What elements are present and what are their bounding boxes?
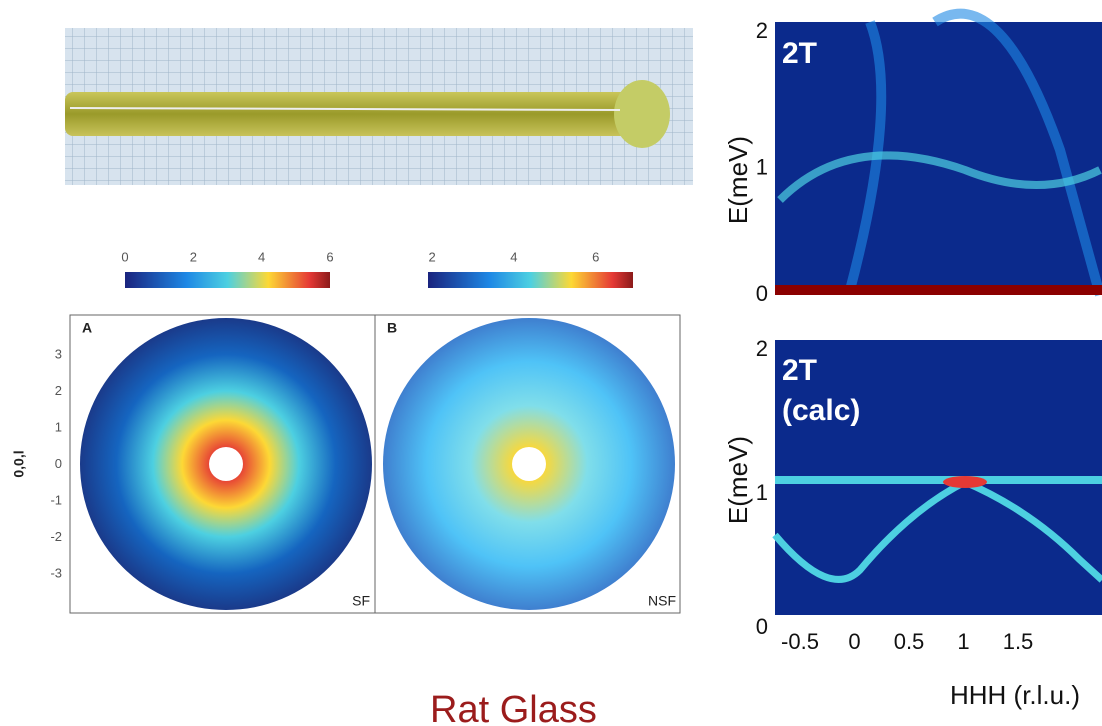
colorbar-tick: 0 bbox=[121, 249, 128, 264]
x-tick-label: 0.5 bbox=[894, 629, 925, 654]
x-tick-label: -0.5 bbox=[781, 629, 819, 654]
elastic-line bbox=[775, 285, 1102, 295]
y-tick-label: 2 bbox=[756, 336, 768, 361]
y-tick-label: -1 bbox=[50, 492, 62, 507]
calc-note: (calc) bbox=[782, 394, 860, 427]
colorbar bbox=[428, 272, 633, 288]
colorbar-tick: 2 bbox=[190, 249, 197, 264]
y-axis-label: E(meV) bbox=[723, 436, 753, 524]
figure: A B SF NSF 0,0,l 2T 2T (calc) E(meV) E(m… bbox=[0, 0, 1102, 726]
rod-end bbox=[614, 80, 670, 148]
x-tick-label: 0 bbox=[848, 629, 860, 654]
y-tick-label: 1 bbox=[55, 419, 62, 434]
y-axis-label: E(meV) bbox=[723, 136, 753, 224]
colorbar-tick: 4 bbox=[510, 249, 517, 264]
beam-stop bbox=[512, 447, 546, 481]
y-tick-label: 0 bbox=[756, 281, 768, 306]
y-tick-label: 2 bbox=[756, 18, 768, 43]
y-tick-label: 0 bbox=[756, 614, 768, 639]
x-tick-label: 1.5 bbox=[1003, 629, 1034, 654]
y-tick-label: 3 bbox=[55, 346, 62, 361]
x-tick-label: 1 bbox=[957, 629, 969, 654]
y-tick-label: -3 bbox=[50, 565, 62, 580]
y-tick-label: 2 bbox=[55, 383, 62, 398]
field-label: 2T bbox=[782, 354, 817, 387]
colorbar-tick: 2 bbox=[428, 249, 435, 264]
colorbar bbox=[125, 272, 330, 288]
mode-label: NSF bbox=[648, 593, 676, 609]
panel-label: B bbox=[387, 320, 397, 336]
y-tick-label: -2 bbox=[50, 529, 62, 544]
colorbar-tick: 4 bbox=[258, 249, 265, 264]
panel-label: A bbox=[82, 320, 92, 336]
x-axis-label: HHH (r.l.u.) bbox=[950, 680, 1080, 710]
y-tick-label: 0 bbox=[55, 456, 62, 471]
page: {"neutron_maps":{"colorbars":[{"ticks":[… bbox=[0, 0, 1102, 726]
beam-stop bbox=[209, 447, 243, 481]
y-axis-label: 0,0,l bbox=[11, 450, 27, 477]
y-tick-label: 1 bbox=[756, 480, 768, 505]
colorbar-tick: 6 bbox=[592, 249, 599, 264]
y-tick-label: 1 bbox=[756, 154, 768, 179]
mode-label: SF bbox=[352, 593, 370, 609]
hotspot bbox=[943, 476, 987, 488]
glass-rod bbox=[65, 92, 645, 136]
colorbar-tick: 6 bbox=[326, 249, 333, 264]
caption: Rat Glass bbox=[430, 689, 597, 726]
field-label: 2T bbox=[782, 37, 817, 70]
